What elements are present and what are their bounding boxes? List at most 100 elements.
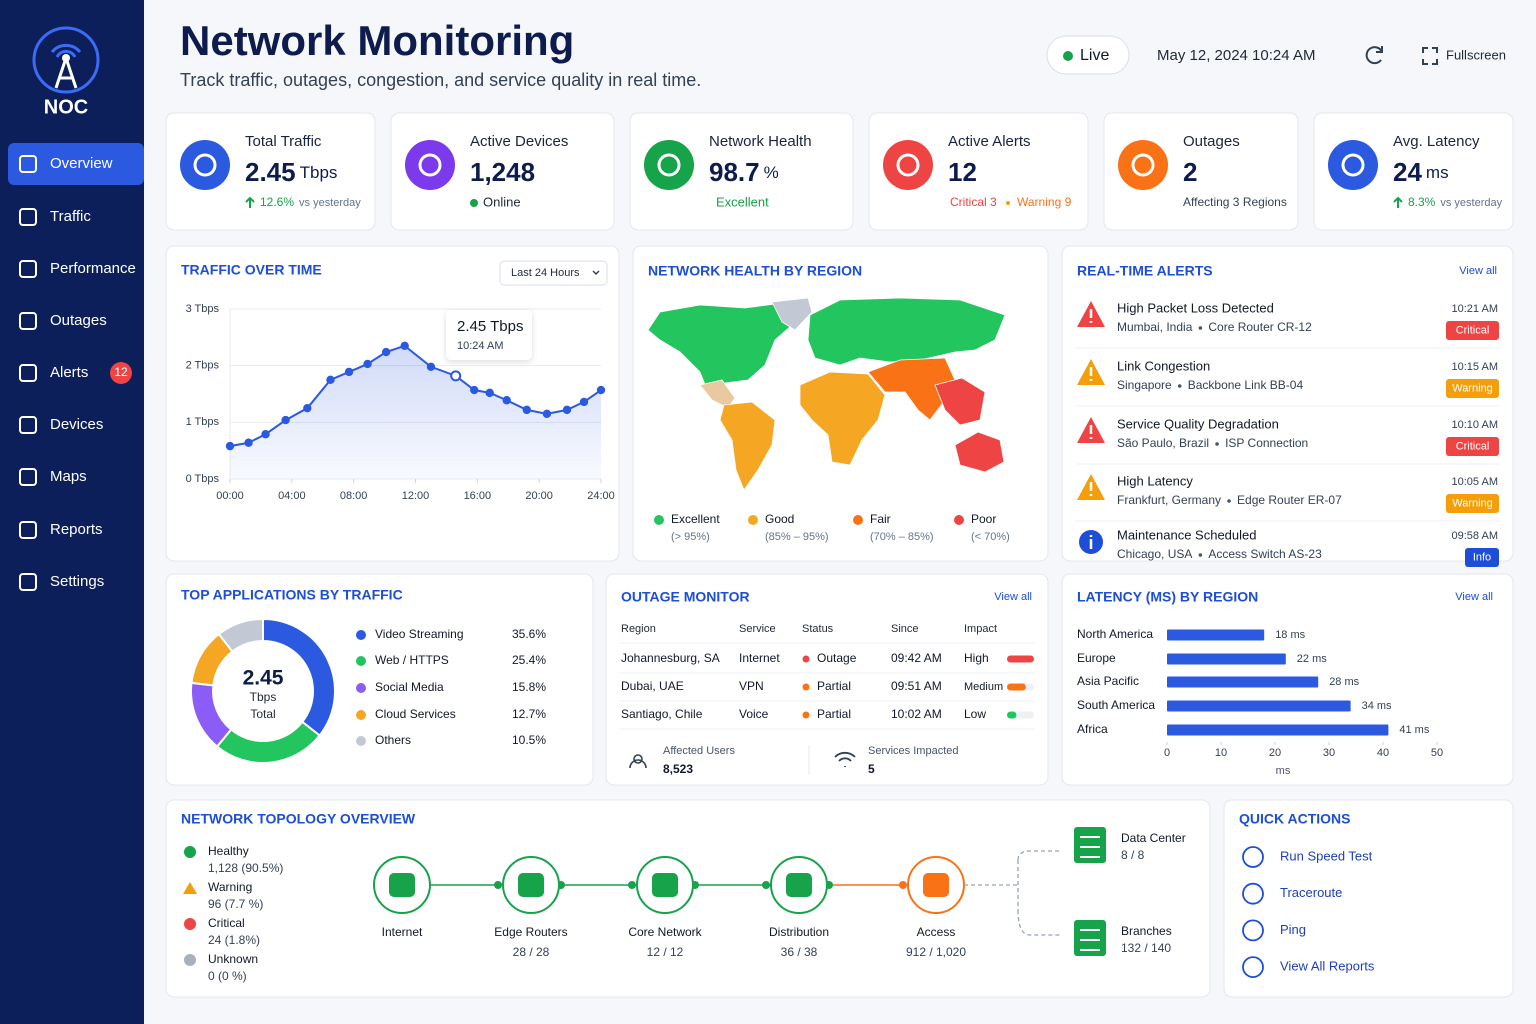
range-dropdown[interactable] — [499, 260, 608, 286]
legend-label: Unknown — [208, 952, 258, 966]
separator-dot — [1227, 499, 1231, 503]
severity-badge — [1446, 321, 1499, 340]
tooltip-value: 2.45 Tbps — [457, 318, 523, 335]
alert-location: Chicago, USA — [1117, 547, 1192, 561]
kpi-label: Avg. Latency — [1393, 133, 1480, 150]
live-dot — [1063, 51, 1073, 61]
data-point — [502, 396, 511, 405]
y-tick-label: 2 Tbps — [186, 360, 220, 372]
live-pill — [1046, 35, 1130, 75]
kpi-card — [390, 112, 615, 231]
kpi-value: 98.7% — [709, 157, 779, 187]
link-dot — [494, 881, 502, 889]
legend-range: (85% – 95%) — [765, 531, 829, 543]
node-count: 36 / 38 — [781, 945, 818, 959]
link-dot — [762, 881, 770, 889]
nav-item[interactable]: Devices — [50, 416, 103, 433]
site-count: 8 / 8 — [1121, 848, 1145, 862]
link-dot — [899, 881, 907, 889]
legend-range: (70% – 85%) — [870, 531, 934, 543]
node-icon — [786, 873, 812, 897]
bar — [1167, 700, 1351, 712]
kpi-health: Excellent — [716, 194, 769, 209]
node-icon — [652, 873, 678, 897]
site-icon-glyph — [1080, 836, 1100, 858]
value-label: 34 ms — [1362, 700, 1392, 712]
cell-region: Santiago, Chile — [621, 707, 703, 721]
nav-item[interactable]: Settings — [50, 573, 104, 590]
nav-icon — [19, 364, 37, 382]
alert-title: Link Congestion — [1117, 358, 1210, 373]
nav-icon — [19, 208, 37, 226]
severity-label: Warning — [1452, 382, 1493, 394]
nav-item[interactable]: Traffic — [50, 208, 91, 225]
kpi-number: 2 — [1183, 157, 1197, 187]
kpi-note: vs yesterday — [1440, 197, 1502, 209]
region-greenland — [771, 297, 813, 331]
cell-region: Dubai, UAE — [621, 679, 684, 693]
category-label: Europe — [1077, 651, 1116, 665]
value-label: 25.4% — [512, 653, 546, 667]
fullscreen-button[interactable]: Fullscreen — [1446, 47, 1506, 62]
nav-active — [8, 143, 144, 185]
kpi-status: Online — [483, 194, 521, 209]
alert-title: Service Quality Degradation — [1117, 416, 1279, 431]
bar — [1167, 724, 1389, 736]
cell-since: 09:42 AM — [891, 651, 942, 665]
view-all-link[interactable]: View all — [1455, 591, 1493, 603]
region-central-america — [699, 379, 736, 409]
cell-status: Outage — [817, 651, 857, 665]
nav-icon — [19, 573, 37, 591]
column-header: Region — [621, 623, 656, 635]
nav-item[interactable]: Overview — [50, 155, 113, 172]
legend-label: Social Media — [375, 680, 444, 694]
cell-impact: High — [964, 651, 989, 665]
kpi-value: 2 — [1183, 157, 1197, 187]
category-label: Africa — [1077, 722, 1108, 736]
view-all-link[interactable]: View all — [994, 591, 1032, 603]
data-point — [542, 409, 552, 419]
x-tick-label: 20:00 — [525, 490, 553, 502]
nav-item[interactable]: Reports — [50, 521, 103, 538]
nav-item[interactable]: Alerts — [50, 364, 88, 381]
quick-action[interactable]: Traceroute — [1280, 885, 1342, 900]
node-icon — [923, 873, 949, 897]
data-point — [485, 388, 494, 398]
value-label: 35.6% — [512, 627, 546, 641]
legend-label: Others — [375, 733, 411, 747]
dropdown-chevron — [592, 270, 600, 276]
kpi-label: Outages — [1183, 133, 1240, 150]
kpi-caption: Affecting 3 Regions — [1183, 195, 1287, 209]
fullscreen-icon — [1422, 47, 1438, 65]
legend-dot — [356, 736, 366, 746]
nav-item[interactable]: Maps — [50, 468, 87, 485]
category-label: South America — [1077, 698, 1155, 712]
site-links — [964, 850, 1062, 936]
kpi-icon-glyph — [1341, 153, 1365, 177]
nav-item[interactable]: Performance — [50, 260, 136, 277]
alert-time: 10:10 AM — [1452, 419, 1498, 431]
kpi-icon — [883, 140, 933, 190]
legend-label: Healthy — [208, 844, 249, 858]
legend-range: (< 70%) — [971, 531, 1010, 543]
refresh-button[interactable] — [1365, 46, 1383, 65]
separator-dot — [1006, 201, 1010, 205]
kpi-number: 24 — [1393, 157, 1422, 187]
logo-icon — [32, 26, 100, 94]
kpi-card — [629, 112, 854, 231]
legend-dot — [748, 515, 758, 525]
data-point — [281, 415, 290, 425]
donut-total: 2.45 — [243, 667, 284, 690]
quick-action[interactable]: View All Reports — [1280, 959, 1375, 974]
quick-action[interactable]: Run Speed Test — [1280, 848, 1373, 863]
legend-dot — [356, 710, 366, 720]
bar — [1167, 653, 1286, 665]
quick-action[interactable]: Ping — [1280, 922, 1306, 937]
region-se-asia — [934, 377, 986, 426]
data-point — [579, 397, 589, 407]
x-tick-label: 10 — [1215, 747, 1227, 759]
view-all-link[interactable]: View all — [1459, 265, 1497, 277]
x-tick-label: 24:00 — [587, 490, 615, 502]
nav-item[interactable]: Outages — [50, 312, 107, 329]
